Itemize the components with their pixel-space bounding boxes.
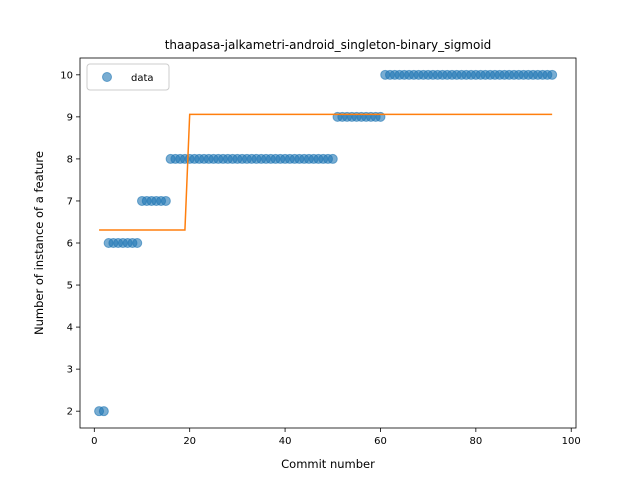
x-tick-label: 0 xyxy=(91,436,97,447)
chart-title: thaapasa-jalkametri-android_singleton-bi… xyxy=(165,38,492,52)
legend-frame xyxy=(87,64,169,90)
x-tick-label: 100 xyxy=(562,436,581,447)
y-tick-label: 2 xyxy=(67,407,73,418)
legend-marker-data xyxy=(103,73,112,82)
x-tick-label: 60 xyxy=(374,436,387,447)
y-tick-label: 4 xyxy=(67,323,73,334)
y-tick-label: 10 xyxy=(60,70,73,81)
legend: data xyxy=(87,64,169,90)
y-tick-label: 7 xyxy=(67,196,73,207)
y-tick-label: 8 xyxy=(67,154,73,165)
y-tick-label: 6 xyxy=(67,239,73,250)
y-tick-label: 5 xyxy=(67,281,73,292)
x-axis-label: Commit number xyxy=(281,457,375,471)
y-tick-label: 3 xyxy=(67,365,73,376)
data-point xyxy=(99,407,108,416)
y-tick-label: 9 xyxy=(67,112,73,123)
x-tick-label: 20 xyxy=(183,436,196,447)
x-tick-label: 80 xyxy=(469,436,482,447)
y-axis-label: Number of instance of a feature xyxy=(32,151,46,335)
data-point xyxy=(161,196,170,205)
legend-label-data: data xyxy=(131,73,154,84)
data-point xyxy=(133,239,142,248)
data-point xyxy=(328,154,337,163)
data-point xyxy=(548,70,557,79)
x-tick-label: 40 xyxy=(279,436,292,447)
